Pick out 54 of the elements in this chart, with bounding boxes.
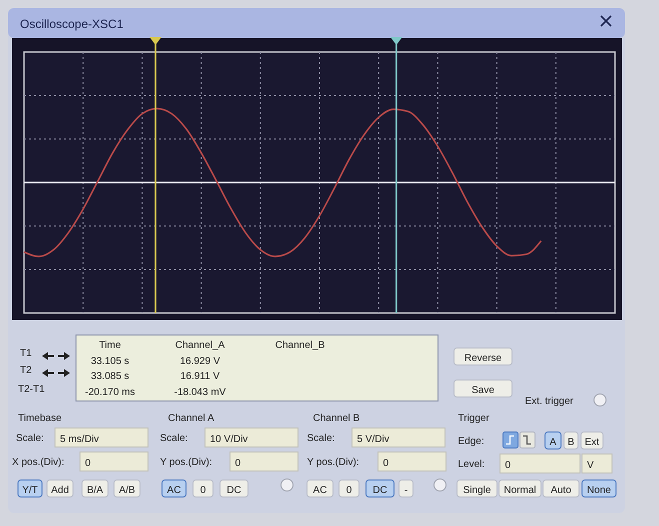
text: 0	[235, 458, 241, 469]
text: V	[587, 460, 594, 471]
text: Normal	[504, 485, 536, 496]
text: X pos.(Div):	[12, 457, 64, 468]
text: -20.170 ms	[84, 387, 136, 398]
text: Add	[51, 485, 69, 496]
text: 16.929 V	[180, 356, 220, 367]
text: 33.105 s	[90, 356, 130, 367]
text: Channel B	[313, 413, 360, 424]
text: A/B	[118, 485, 136, 496]
text: 0	[346, 485, 352, 496]
text: Scale:	[16, 433, 44, 444]
text: 0	[85, 458, 91, 469]
text: T2	[20, 365, 32, 376]
text: Scale:	[160, 433, 188, 444]
text: A	[550, 437, 557, 448]
text: Timebase	[18, 413, 62, 424]
text: B	[568, 437, 575, 448]
text: Channel_A	[175, 340, 226, 351]
text: Reverse	[464, 353, 502, 364]
text: 33.085 s	[90, 371, 130, 382]
text: B/A	[86, 485, 104, 496]
text: Scale:	[307, 433, 335, 444]
text: 16.911 V	[180, 371, 220, 382]
text: AC	[167, 485, 181, 496]
text: Time	[99, 340, 122, 351]
text: Ext. trigger	[525, 396, 574, 407]
text: Channel A	[168, 413, 214, 424]
text: Trigger	[458, 413, 490, 424]
text: Level:	[458, 459, 485, 470]
text: -18.043 mV	[174, 387, 226, 398]
text: 10 V/Div	[210, 434, 248, 445]
text: Auto	[550, 485, 572, 496]
text: T1	[20, 348, 32, 359]
chart-title: Oscilloscope-XSC1	[20, 17, 124, 31]
text: 5 V/Div	[357, 434, 390, 445]
text: 0	[505, 460, 511, 471]
text: Y/T	[22, 485, 38, 496]
text: Channel_B	[275, 340, 326, 351]
text: Edge:	[458, 436, 484, 447]
text: DC	[372, 485, 388, 496]
text: 0	[200, 485, 206, 496]
text: 5 ms/Div	[60, 434, 99, 445]
text: T2-T1	[18, 384, 46, 395]
text: None	[587, 485, 612, 496]
text: Ext	[584, 437, 600, 448]
text: AC	[313, 485, 327, 496]
text: Y pos.(Div):	[307, 457, 360, 468]
text: 0	[383, 458, 389, 469]
text: -	[404, 485, 408, 496]
text: Save	[472, 385, 495, 396]
text: DC	[226, 485, 242, 496]
text: Y pos.(Div):	[160, 457, 212, 468]
text: Single	[463, 485, 492, 496]
